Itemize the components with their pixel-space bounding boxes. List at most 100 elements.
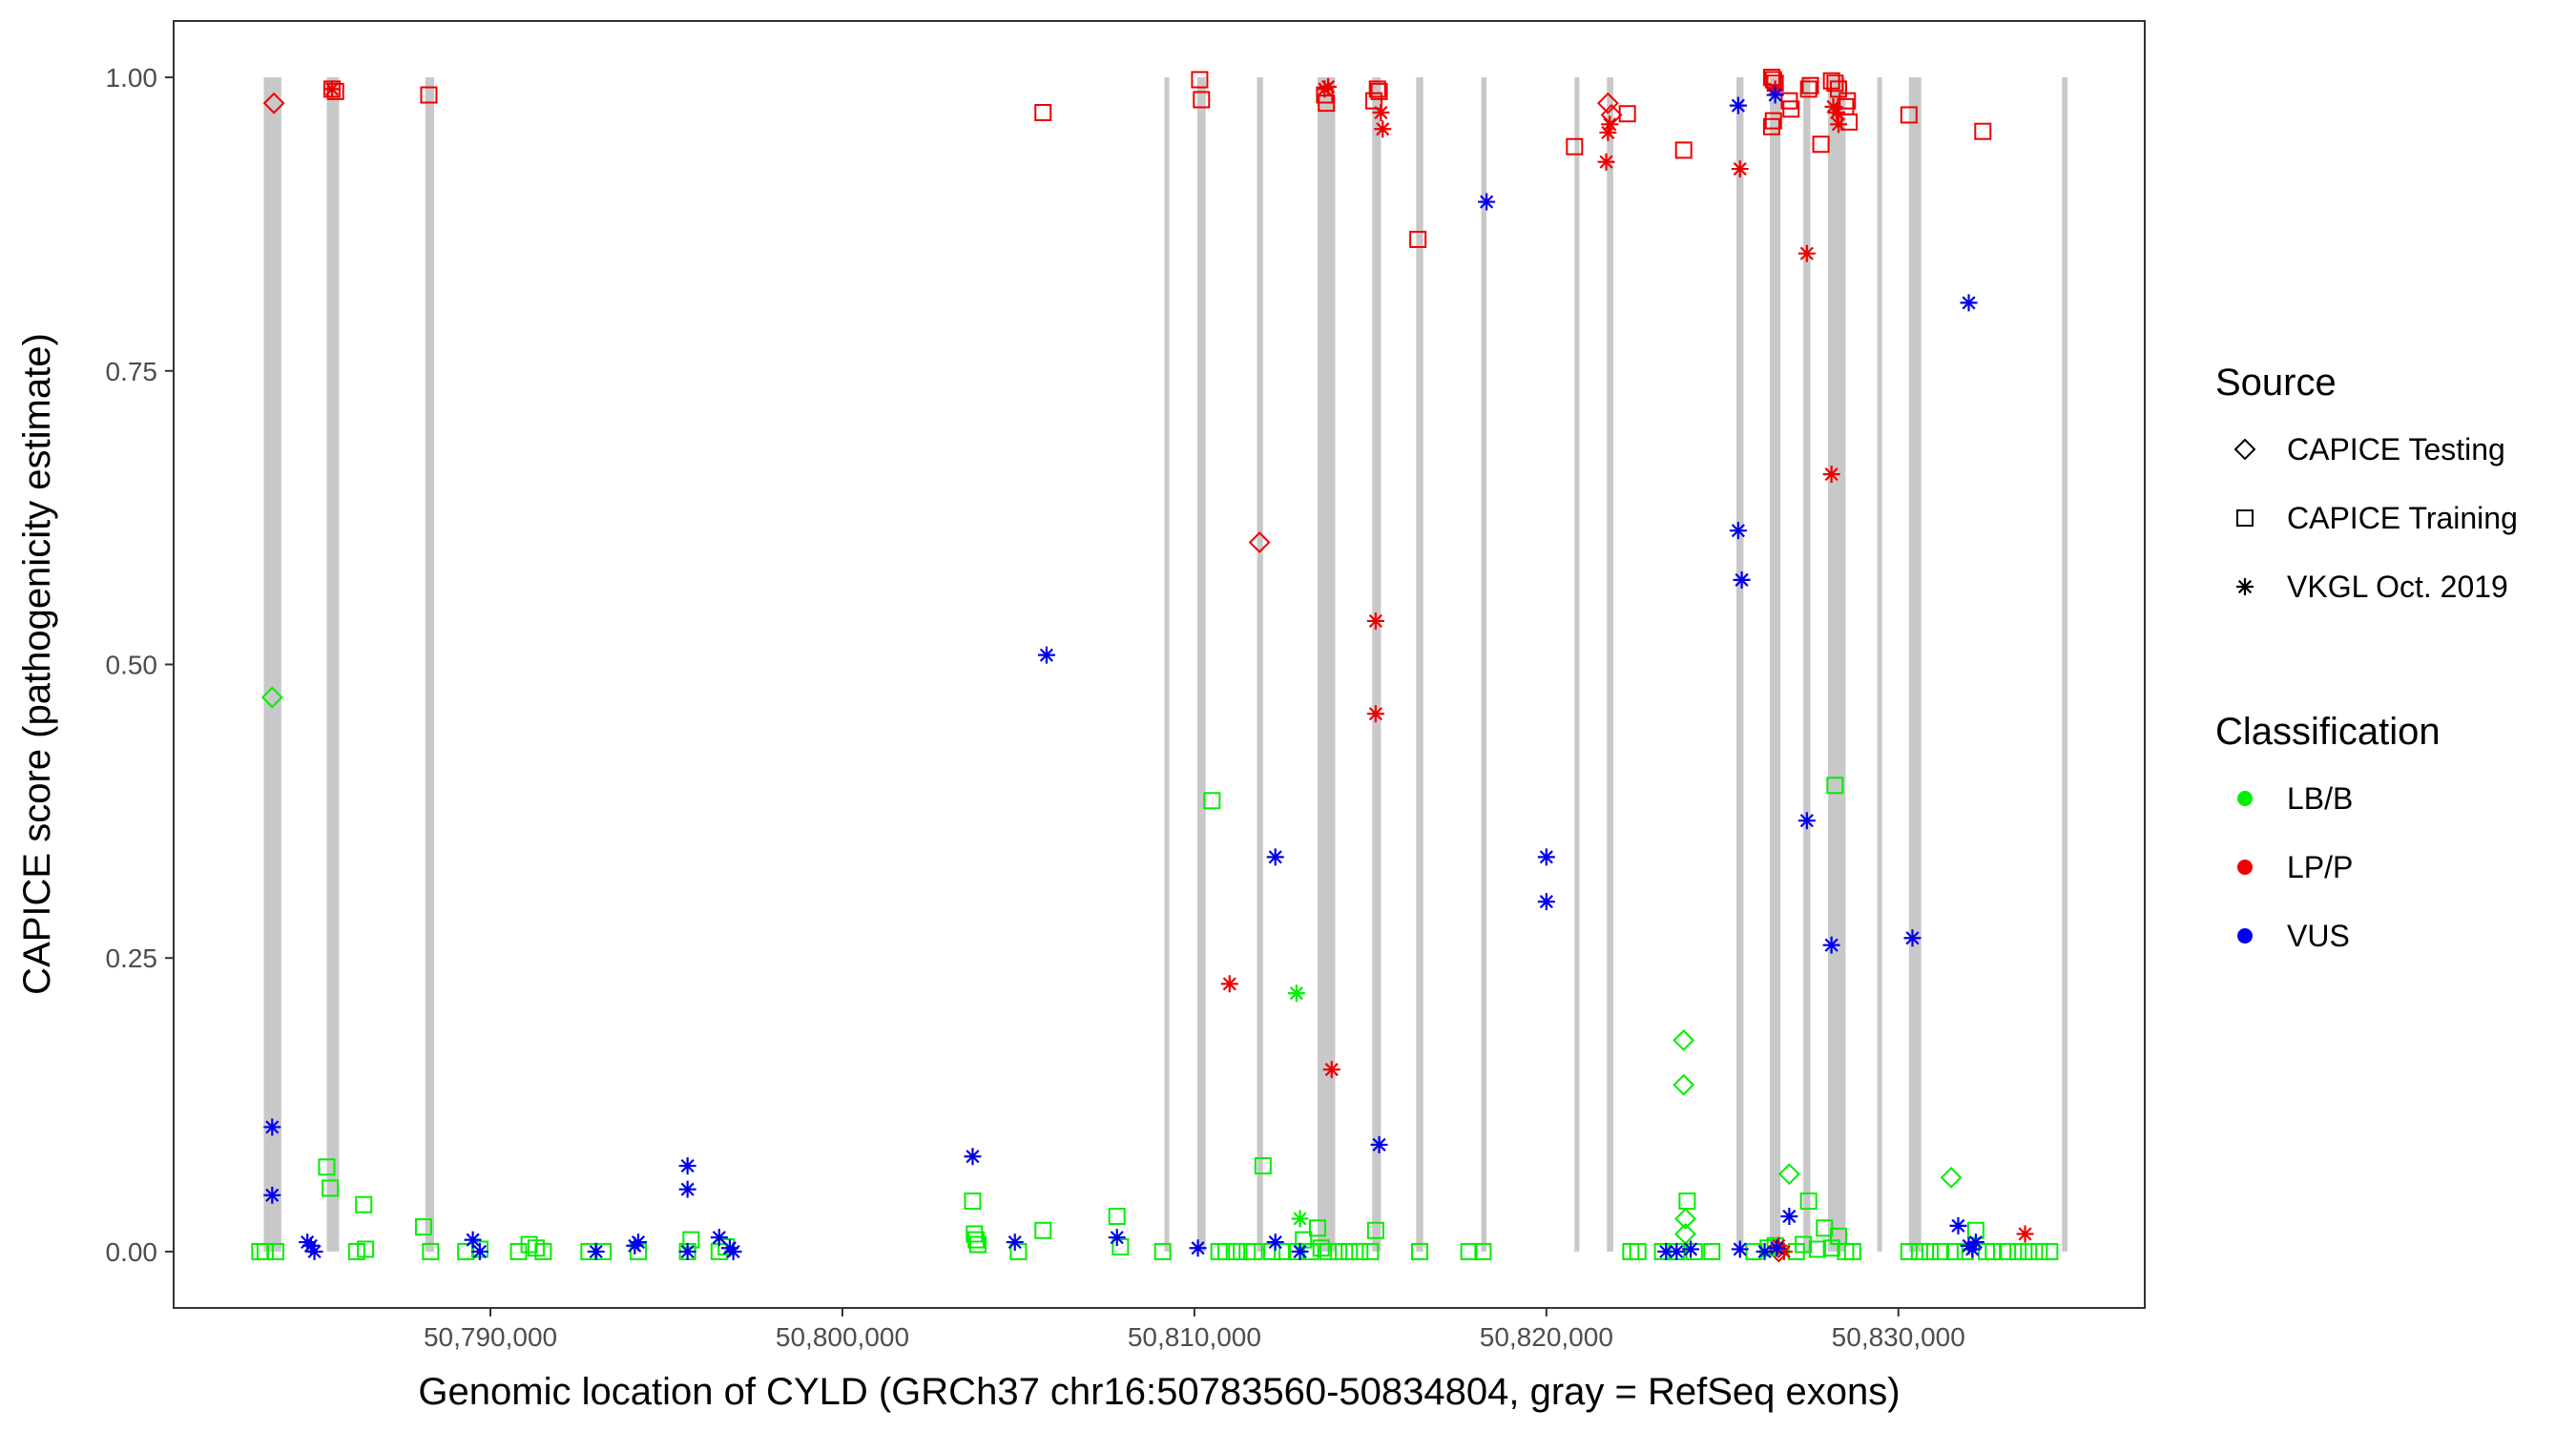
- data-point: [1108, 1207, 1126, 1225]
- data-point: [1960, 294, 1978, 312]
- data-point: [1830, 80, 1848, 98]
- data-point: [1797, 244, 1816, 262]
- legend-key-diamond: [2233, 438, 2256, 461]
- data-point: [1900, 106, 1918, 124]
- x-axis: 50,790,000 50,800,000 50,810,000 50,820,000…: [424, 1308, 1965, 1352]
- data-point: [266, 1242, 284, 1260]
- data-point: [263, 1118, 281, 1136]
- data-point: [260, 686, 283, 709]
- y-tick-label: 0.00: [106, 1237, 158, 1267]
- data-point: [1537, 893, 1555, 911]
- data-point: [1984, 1242, 2003, 1260]
- data-point: [357, 1240, 375, 1258]
- legend-source-label: CAPICE Testing: [2287, 432, 2505, 467]
- data-point: [1674, 1208, 1696, 1230]
- data-point: [1808, 1240, 1826, 1258]
- data-point: [1266, 848, 1284, 866]
- data-point: [1318, 94, 1336, 113]
- x-axis-title: Genomic location of CYLD (GRCh37 chr16:5…: [418, 1371, 1900, 1413]
- data-point: [587, 1242, 605, 1260]
- data-point: [1963, 1240, 1982, 1258]
- data-point: [1903, 929, 1922, 947]
- data-point: [2020, 1242, 2038, 1260]
- data-point: [1351, 1242, 1369, 1260]
- data-point: [1340, 1242, 1359, 1260]
- data-point: [1220, 975, 1238, 993]
- y-tick-label: 0.25: [106, 944, 158, 973]
- data-point: [470, 1242, 488, 1260]
- data-point: [1910, 1242, 1928, 1260]
- x-tick-label: 50,820,000: [1480, 1322, 1613, 1352]
- exon-band: [263, 77, 281, 1252]
- legend-classification-label: VUS: [2287, 919, 2350, 953]
- data-point: [1843, 1242, 1861, 1260]
- y-tick-label: 1.00: [106, 63, 158, 93]
- data-point: [1966, 1234, 1984, 1252]
- data-point: [1322, 1061, 1340, 1079]
- legend-classification-title: Classification: [2215, 711, 2441, 753]
- data-point: [1474, 1242, 1492, 1260]
- data-point: [1411, 1242, 1429, 1260]
- data-point: [964, 1192, 982, 1210]
- legend-source-title: Source: [2215, 362, 2337, 404]
- data-point: [2030, 1242, 2048, 1260]
- data-point: [1153, 1242, 1172, 1260]
- data-point: [1263, 1242, 1281, 1260]
- data-points: [251, 69, 2059, 1263]
- data-point: [347, 1242, 365, 1260]
- data-point: [1685, 1242, 1703, 1260]
- data-point: [967, 1231, 986, 1249]
- data-point: [1775, 1242, 1793, 1260]
- panel-background: [174, 21, 2145, 1308]
- data-point: [1672, 1073, 1695, 1096]
- y-tick-label: 0.50: [106, 651, 158, 680]
- data-point: [1191, 71, 1209, 89]
- exon-band: [326, 77, 340, 1252]
- data-point: [1409, 230, 1427, 248]
- data-point: [301, 1236, 320, 1255]
- data-point: [1733, 570, 1751, 589]
- data-point: [1330, 1242, 1348, 1260]
- data-point: [1596, 92, 1619, 114]
- legend-classification-label: LB/B: [2287, 781, 2353, 816]
- data-point: [1245, 1242, 1263, 1260]
- data-point: [1111, 1237, 1130, 1255]
- data-point: [1254, 1157, 1272, 1175]
- data-point: [964, 1148, 982, 1166]
- data-point: [1703, 1242, 1721, 1260]
- data-point: [323, 80, 342, 98]
- y-axis: 0.00 0.25 0.50 0.75 1.00: [106, 63, 174, 1267]
- data-point: [262, 92, 285, 114]
- data-point: [1764, 112, 1782, 130]
- data-point: [326, 82, 344, 100]
- data-point: [1370, 82, 1388, 100]
- exon-band: [1164, 77, 1170, 1252]
- data-point: [322, 1179, 340, 1197]
- legend-key-dot: [2237, 791, 2253, 806]
- data-point: [1037, 646, 1055, 664]
- exon-band: [1607, 77, 1613, 1252]
- data-point: [1824, 97, 1842, 115]
- data-point: [1361, 1242, 1380, 1260]
- data-point: [1729, 96, 1747, 114]
- data-point: [1945, 1242, 1963, 1260]
- data-point: [1932, 1242, 1950, 1260]
- data-point: [1319, 77, 1338, 95]
- data-point: [1668, 1242, 1686, 1260]
- exon-band: [1770, 77, 1781, 1252]
- data-point: [1374, 120, 1392, 138]
- data-point: [1780, 1207, 1798, 1225]
- data-point: [678, 1180, 696, 1198]
- exon-band: [1827, 77, 1846, 1252]
- exon-band: [1803, 77, 1811, 1252]
- exon-band: [1372, 77, 1381, 1252]
- data-point: [1822, 936, 1840, 954]
- x-tick-label: 50,830,000: [1832, 1322, 1965, 1352]
- data-point: [1974, 122, 1992, 140]
- data-point: [256, 1242, 274, 1260]
- data-point: [1678, 1192, 1696, 1210]
- data-point: [534, 1242, 552, 1260]
- data-point: [1777, 1163, 1800, 1186]
- data-point: [1949, 1216, 1967, 1234]
- x-tick-label: 50,800,000: [776, 1322, 909, 1352]
